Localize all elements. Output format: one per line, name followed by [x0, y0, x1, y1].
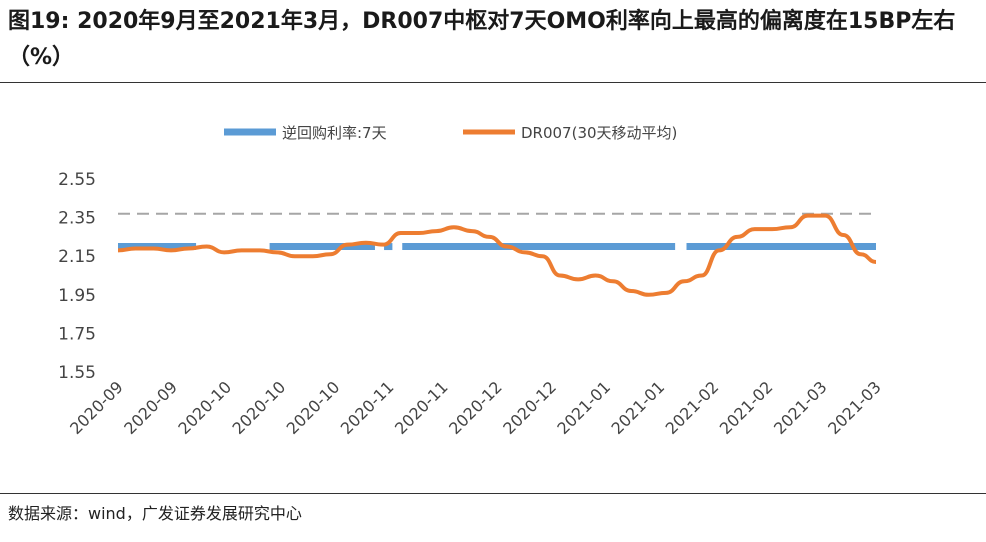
legend-label-dr007: DR007(30天移动平均) — [521, 124, 677, 142]
x-tick-label: 2021-02 — [662, 377, 723, 438]
x-tick-label: 2020-09 — [120, 377, 181, 438]
x-tick-label: 2020-12 — [499, 377, 560, 438]
x-tick-label: 2020-09 — [66, 377, 127, 438]
legend-label-reverse-repo: 逆回购利率:7天 — [282, 124, 387, 142]
x-tick-label: 2020-12 — [445, 377, 506, 438]
dr007-line — [117, 213, 877, 297]
data-source-note: 数据来源：wind，广发证券发展研究中心 — [8, 504, 302, 523]
x-tick-label: 2021-01 — [553, 377, 614, 438]
y-axis: 2.55 2.35 2.15 1.95 1.75 1.55 — [58, 170, 96, 383]
y-tick-label: 1.55 — [58, 363, 96, 383]
footer-divider — [0, 493, 986, 494]
y-tick-label: 1.75 — [58, 324, 96, 344]
x-tick-label: 2020-10 — [229, 377, 290, 438]
y-tick-label: 1.95 — [58, 286, 96, 306]
chart-title: 图19: 2020年9月至2021年3月，DR007中枢对7天OMO利率向上最高… — [8, 9, 956, 70]
x-tick-label: 2021-01 — [608, 377, 669, 438]
x-tick-label: 2020-10 — [283, 377, 344, 438]
series-dr007-ma30 — [117, 213, 877, 297]
x-tick-label: 2021-03 — [770, 377, 831, 438]
x-tick-label: 2020-11 — [337, 377, 398, 438]
chart-legend: 逆回购利率:7天 DR007(30天移动平均) — [224, 124, 677, 142]
y-tick-label: 2.15 — [58, 247, 96, 267]
x-axis: 2020-092020-092020-102020-102020-102020-… — [66, 377, 885, 438]
x-tick-label: 2020-10 — [174, 377, 235, 438]
y-tick-label: 2.55 — [58, 170, 96, 190]
x-tick-label: 2021-03 — [824, 377, 885, 438]
x-tick-label: 2021-02 — [716, 377, 777, 438]
x-tick-label: 2020-11 — [391, 377, 452, 438]
y-tick-label: 2.35 — [58, 209, 96, 229]
title-divider — [0, 82, 986, 83]
line-chart: 逆回购利率:7天 DR007(30天移动平均) 2.55 2.35 2.15 1.95 1… — [58, 124, 885, 438]
